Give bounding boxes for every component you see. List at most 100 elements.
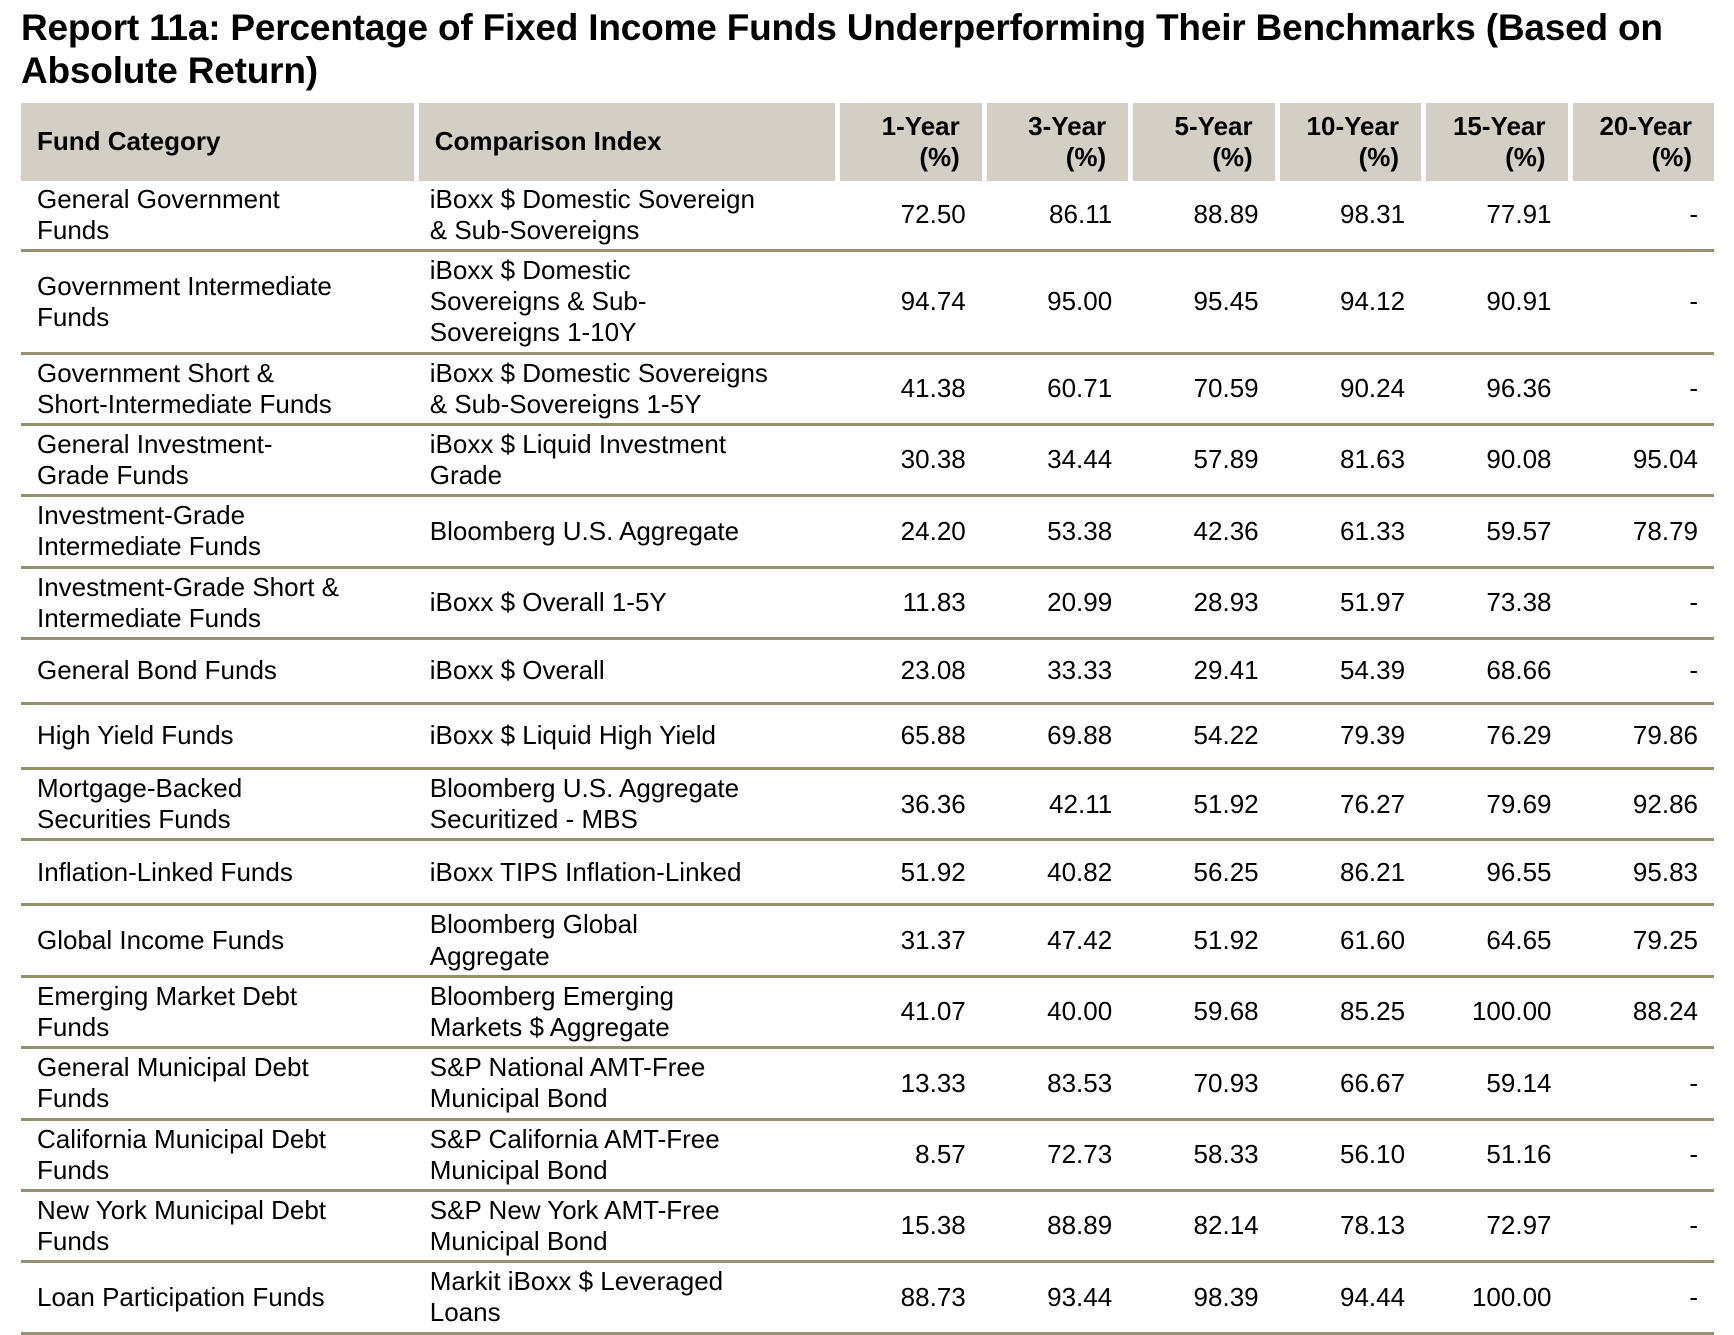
value-cell: 66.67 xyxy=(1274,1049,1422,1121)
fund-category-cell: New York Municipal Debt Funds xyxy=(21,1192,414,1264)
value-cell: 82.14 xyxy=(1128,1192,1275,1264)
table-row: General Government Funds iBoxx $ Domestic… xyxy=(21,181,1714,252)
value-cell: 57.89 xyxy=(1128,426,1275,498)
value-cell: 34.44 xyxy=(981,426,1129,498)
fund-category-cell: High Yield Funds xyxy=(21,705,414,770)
table-row: Government Short & Short-Intermediate Fu… xyxy=(21,355,1714,426)
value-cell: 88.73 xyxy=(835,1263,982,1335)
value-cell: 47.42 xyxy=(981,906,1129,978)
value-cell: 42.11 xyxy=(981,770,1129,842)
value-cell: 51.97 xyxy=(1274,569,1422,640)
value-cell: 96.36 xyxy=(1421,355,1568,426)
value-cell: 73.38 xyxy=(1421,569,1568,640)
value-cell: 13.33 xyxy=(835,1049,982,1121)
comparison-index-cell: S&P New York AMT-Free Municipal Bond xyxy=(413,1192,836,1264)
value-cell: - xyxy=(1567,1192,1714,1264)
value-cell: 79.69 xyxy=(1421,770,1568,842)
value-cell: 96.55 xyxy=(1421,841,1568,907)
fund-category-cell: California Municipal Debt Funds xyxy=(21,1121,414,1192)
value-cell: 24.20 xyxy=(835,497,982,569)
value-cell: 8.57 xyxy=(835,1121,982,1192)
value-cell: - xyxy=(1567,252,1714,355)
value-cell: 90.91 xyxy=(1421,252,1568,355)
value-cell: 85.25 xyxy=(1274,978,1422,1050)
comparison-index-cell: S&P National AMT-Free Municipal Bond xyxy=(413,1049,836,1121)
value-cell: - xyxy=(1567,1049,1714,1121)
column-header-period: 10-Year (%) xyxy=(1274,102,1422,181)
fund-category-cell: General Bond Funds xyxy=(21,640,414,705)
fund-category-cell: Loan Participation Funds xyxy=(21,1263,414,1335)
value-cell: 95.04 xyxy=(1567,426,1714,498)
table-row: Emerging Market Debt Funds Bloomberg Emer… xyxy=(21,978,1714,1050)
value-cell: - xyxy=(1567,569,1714,640)
table-row: Loan Participation Funds Markit iBoxx $ L… xyxy=(21,1263,1714,1335)
value-cell: - xyxy=(1567,1263,1714,1335)
value-cell: 15.38 xyxy=(835,1192,982,1264)
comparison-index-cell: Markit iBoxx $ Leveraged Loans xyxy=(413,1263,836,1335)
period-label: 15-Year xyxy=(1452,110,1546,141)
table-row: Government Intermediate Funds iBoxx $ Dom… xyxy=(21,252,1714,355)
table-row: Investment-Grade Short & Intermediate Fu… xyxy=(21,569,1714,640)
table-header-row: Fund Category Comparison Index 1-Year (%)… xyxy=(21,102,1714,181)
value-cell: 59.14 xyxy=(1421,1049,1568,1121)
value-cell: 51.16 xyxy=(1421,1121,1568,1192)
fund-category-cell: General Government Funds xyxy=(21,181,414,252)
fund-category-cell: Inflation-Linked Funds xyxy=(21,841,414,907)
period-unit: (%) xyxy=(1212,141,1253,172)
value-cell: 68.66 xyxy=(1421,640,1568,705)
fund-category-cell: General Investment- Grade Funds xyxy=(21,426,414,498)
value-cell: 81.63 xyxy=(1274,426,1422,498)
value-cell: 79.39 xyxy=(1274,705,1422,770)
comparison-index-cell: iBoxx $ Overall xyxy=(413,640,836,705)
value-cell: - xyxy=(1567,640,1714,705)
value-cell: - xyxy=(1567,181,1714,252)
table-row: New York Municipal Debt Funds S&P New Yor… xyxy=(21,1192,1714,1264)
value-cell: 59.57 xyxy=(1421,497,1568,569)
value-cell: 95.83 xyxy=(1567,841,1714,907)
value-cell: 92.86 xyxy=(1567,770,1714,842)
table-row: Global Income Funds Bloomberg Global Aggr… xyxy=(21,906,1714,978)
value-cell: 72.97 xyxy=(1421,1192,1568,1264)
comparison-index-cell: iBoxx $ Domestic Sovereigns & Sub- Sover… xyxy=(413,252,836,355)
comparison-index-cell: Bloomberg U.S. Aggregate Securitized - M… xyxy=(413,770,836,842)
value-cell: 61.33 xyxy=(1274,497,1422,569)
value-cell: 41.38 xyxy=(835,355,982,426)
table-row: Investment-Grade Intermediate Funds Bloom… xyxy=(21,497,1714,569)
value-cell: 61.60 xyxy=(1274,906,1422,978)
value-cell: 40.00 xyxy=(981,978,1129,1050)
value-cell: 60.71 xyxy=(981,355,1129,426)
value-cell: 11.83 xyxy=(835,569,982,640)
column-header-period: 1-Year (%) xyxy=(835,102,982,181)
fund-category-cell: Investment-Grade Intermediate Funds xyxy=(21,497,414,569)
fund-category-cell: Mortgage-Backed Securities Funds xyxy=(21,770,414,842)
value-cell: 90.24 xyxy=(1274,355,1422,426)
value-cell: 95.45 xyxy=(1128,252,1275,355)
table-row: General Investment- Grade Funds iBoxx $ L… xyxy=(21,426,1714,498)
value-cell: 51.92 xyxy=(1128,906,1275,978)
value-cell: 72.73 xyxy=(981,1121,1129,1192)
value-cell: 77.91 xyxy=(1421,181,1568,252)
value-cell: 88.89 xyxy=(1128,181,1275,252)
table-body: General Government Funds iBoxx $ Domestic… xyxy=(21,181,1714,1335)
value-cell: 94.12 xyxy=(1274,252,1422,355)
value-cell: - xyxy=(1567,1121,1714,1192)
comparison-index-cell: iBoxx $ Overall 1-5Y xyxy=(413,569,836,640)
table-row: High Yield Funds iBoxx $ Liquid High Yiel… xyxy=(21,705,1714,770)
value-cell: 100.00 xyxy=(1421,1263,1568,1335)
fund-category-cell: Investment-Grade Short & Intermediate Fu… xyxy=(21,569,414,640)
comparison-index-cell: iBoxx $ Liquid Investment Grade xyxy=(413,426,836,498)
value-cell: 54.39 xyxy=(1274,640,1422,705)
period-label: 10-Year xyxy=(1306,110,1400,141)
column-header-period: 3-Year (%) xyxy=(981,102,1129,181)
value-cell: 76.29 xyxy=(1421,705,1568,770)
period-unit: (%) xyxy=(1065,141,1107,172)
value-cell: 72.50 xyxy=(835,181,982,252)
value-cell: 64.65 xyxy=(1421,906,1568,978)
table-row: California Municipal Debt Funds S&P Calif… xyxy=(21,1121,1714,1192)
comparison-index-cell: iBoxx TIPS Inflation-Linked xyxy=(413,841,836,907)
value-cell: 51.92 xyxy=(835,841,982,907)
fund-category-cell: Global Income Funds xyxy=(21,906,414,978)
value-cell: 83.53 xyxy=(981,1049,1129,1121)
value-cell: 79.86 xyxy=(1567,705,1714,770)
